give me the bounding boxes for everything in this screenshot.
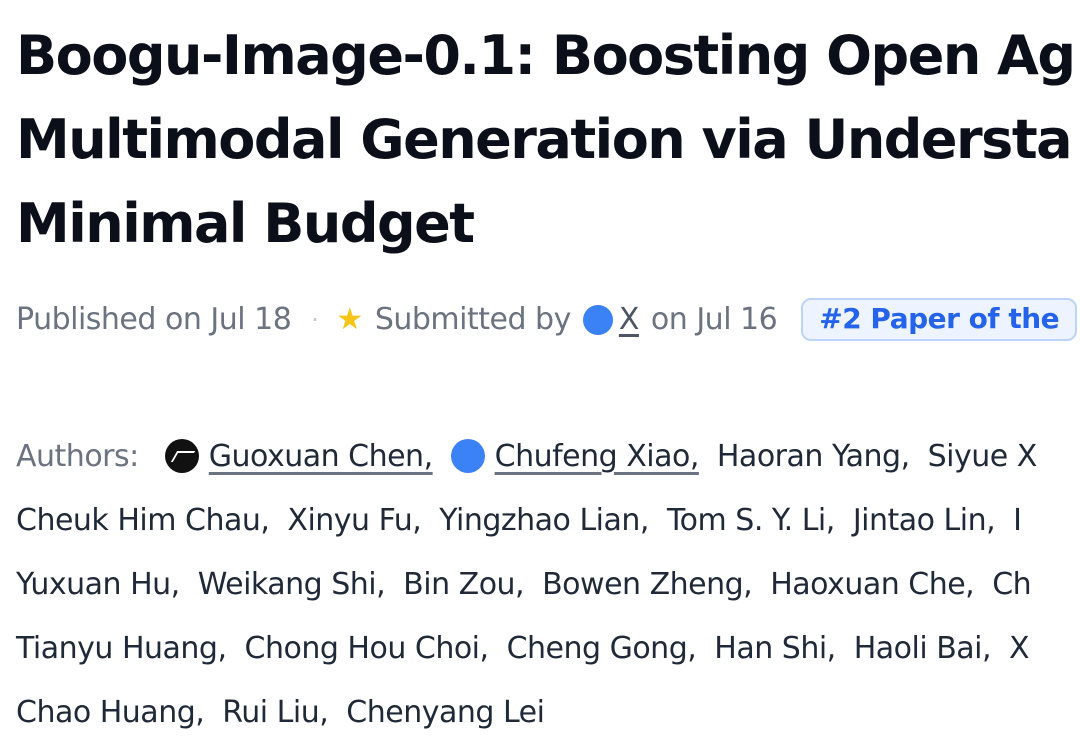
- author-link[interactable]: Guoxuan Chen,: [164, 438, 433, 474]
- author-name: Weikang Shi,: [197, 566, 386, 602]
- author-name[interactable]: Chufeng Xiao,: [494, 438, 700, 474]
- author-name: Han Shi,: [714, 630, 836, 666]
- author-name: Tianyu Huang,: [16, 630, 227, 666]
- author-name: Bin Zou,: [403, 566, 525, 602]
- published-date: Published on Jul 18: [16, 302, 292, 337]
- author-name: Xinyu Fu,: [287, 502, 422, 538]
- author-name: Yingzhao Lian,: [439, 502, 649, 538]
- authors-row-3: Yuxuan Hu, Weikang Shi, Bin Zou, Bowen Z…: [16, 552, 1055, 616]
- submitter-link[interactable]: X: [618, 302, 640, 337]
- author-name: Bowen Zheng,: [542, 566, 753, 602]
- dark-avatar-icon: [164, 439, 199, 473]
- author-name[interactable]: Guoxuan Chen,: [208, 438, 433, 474]
- author-name: Chao Huang,: [16, 694, 205, 730]
- blue-avatar-icon: [450, 439, 485, 473]
- title-line-3: Minimal Budget: [16, 192, 475, 255]
- author-name: Chenyang Lei: [346, 694, 545, 730]
- author-name: Chong Hou Choi,: [244, 630, 490, 666]
- author-name: Cheuk Him Chau,: [16, 502, 270, 538]
- author-name: Haoran Yang,: [716, 438, 910, 474]
- author-name: Jintao Lin,: [852, 502, 996, 538]
- star-icon: ★: [336, 302, 363, 337]
- author-name: Haoxuan Che,: [770, 566, 975, 602]
- authors-row-2: Cheuk Him Chau, Xinyu Fu, Yingzhao Lian,…: [16, 488, 1055, 552]
- authors-section: Authors: Guoxuan Chen, Chufeng Xiao, Hao…: [16, 424, 1055, 744]
- author-name: X: [1009, 630, 1030, 666]
- title-line-2: Multimodal Generation via Understa: [16, 108, 1073, 171]
- title-line-1: Boogu-Image-0.1: Boosting Open Ag: [16, 24, 1076, 87]
- authors-row-5: Chao Huang, Rui Liu, Chenyang Lei: [16, 680, 1055, 744]
- author-name: Cheng Gong,: [506, 630, 697, 666]
- submitted-by-label: Submitted by: [374, 302, 572, 337]
- meta-separator: ·: [311, 305, 319, 334]
- author-name: I: [1013, 502, 1022, 538]
- author-name: Yuxuan Hu,: [16, 566, 180, 602]
- authors-row-1: Authors: Guoxuan Chen, Chufeng Xiao, Hao…: [16, 424, 1055, 488]
- paper-page: Boogu-Image-0.1: Boosting Open Ag Multim…: [16, 14, 1080, 730]
- paper-meta: Published on Jul 18 · ★ Submitted by X o…: [16, 298, 1078, 341]
- submitted-date: on Jul 16: [650, 302, 778, 337]
- author-name: Tom S. Y. Li,: [666, 502, 835, 538]
- user-avatar-icon[interactable]: [582, 304, 613, 335]
- author-name: Haoli Bai,: [853, 630, 992, 666]
- author-name: Siyue X: [927, 438, 1038, 474]
- authors-label: Authors:: [16, 438, 139, 474]
- author-link[interactable]: Chufeng Xiao,: [450, 438, 700, 474]
- author-name: Rui Liu,: [222, 694, 329, 730]
- paper-title: Boogu-Image-0.1: Boosting Open Ag Multim…: [16, 14, 1080, 266]
- authors-row-4: Tianyu Huang, Chong Hou Choi, Cheng Gong…: [16, 616, 1055, 680]
- paper-of-the-day-badge[interactable]: #2 Paper of the: [801, 298, 1078, 341]
- author-name: Ch: [992, 566, 1032, 602]
